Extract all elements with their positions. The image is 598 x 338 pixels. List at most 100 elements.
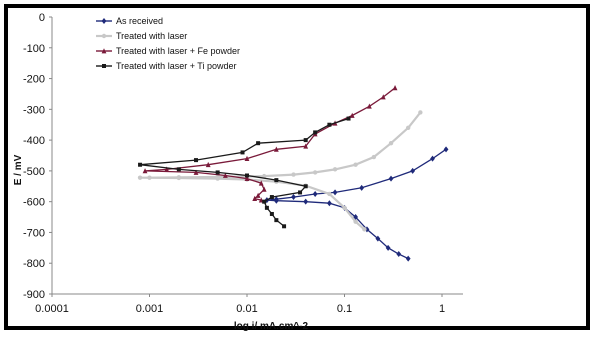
legend-swatch-marker xyxy=(101,48,107,54)
data-point xyxy=(359,184,365,191)
data-point xyxy=(291,194,296,201)
data-point xyxy=(353,219,358,224)
series-2 xyxy=(137,110,423,232)
data-point xyxy=(298,190,303,195)
series-4 xyxy=(138,116,351,229)
data-point xyxy=(222,172,228,178)
data-point xyxy=(269,195,274,200)
y-tick-label: -400 xyxy=(23,135,45,147)
data-point xyxy=(256,141,261,146)
series-line xyxy=(140,111,422,231)
series-line xyxy=(144,87,396,201)
data-point xyxy=(327,191,332,197)
chart-frame xyxy=(4,4,590,330)
y-tick-label: -300 xyxy=(23,104,45,116)
y-tick-label: -100 xyxy=(23,43,45,55)
data-point xyxy=(312,190,318,197)
y-axis-label: E / mV xyxy=(13,154,24,185)
data-point xyxy=(346,116,351,121)
legend-item: Treated with laser + Fe powder xyxy=(96,46,240,56)
data-point xyxy=(392,84,398,91)
data-point xyxy=(326,200,332,207)
x-tick-label: 0.0001 xyxy=(35,303,69,315)
y-tick-label: -800 xyxy=(23,258,45,270)
data-point xyxy=(443,146,449,153)
y-tick-label: -600 xyxy=(23,197,45,209)
data-point xyxy=(388,140,394,146)
data-point xyxy=(261,186,267,192)
data-point xyxy=(366,103,372,109)
data-point xyxy=(176,175,182,181)
data-point xyxy=(396,250,402,257)
x-tick-label: 1 xyxy=(439,303,445,315)
data-point xyxy=(258,180,264,186)
data-point xyxy=(282,224,287,229)
data-point xyxy=(362,227,367,232)
data-point xyxy=(215,170,220,175)
y-tick-label: -500 xyxy=(23,166,45,178)
data-point xyxy=(332,167,338,172)
data-point xyxy=(332,189,338,196)
legend-swatch-marker xyxy=(101,33,107,39)
series-1 xyxy=(264,146,449,262)
data-point xyxy=(303,198,309,205)
y-tick-label: 0 xyxy=(39,12,45,24)
legend-item: Treated with laser + Ti powder xyxy=(96,61,236,71)
data-point xyxy=(405,255,411,262)
data-point xyxy=(262,199,267,204)
legend-swatch-marker xyxy=(101,18,107,24)
y-tick-label: -900 xyxy=(23,289,45,301)
data-point xyxy=(274,178,279,183)
data-point xyxy=(193,169,199,175)
series-3 xyxy=(142,84,398,203)
data-point xyxy=(240,150,245,155)
axes-layer: 0 -100 -200 -300 -400 -500 -600 -700 -800 -900 0.0… xyxy=(23,12,463,315)
y-tick-label: -700 xyxy=(23,227,45,239)
x-tick-label: 0.01 xyxy=(236,303,257,315)
data-point xyxy=(205,161,211,168)
data-point xyxy=(303,143,309,149)
legend: As received Treated with laser Treated wit… xyxy=(96,16,240,71)
data-point xyxy=(273,146,279,152)
data-point xyxy=(418,110,423,115)
legend-label: Treated with laser xyxy=(116,31,187,41)
data-point xyxy=(313,130,318,135)
data-point xyxy=(342,205,347,211)
data-point xyxy=(303,184,308,189)
data-point xyxy=(137,175,143,180)
series-line xyxy=(266,148,447,260)
legend-item: As received xyxy=(96,16,163,26)
data-point xyxy=(194,158,199,163)
series-layer xyxy=(137,84,449,262)
data-point xyxy=(264,205,269,210)
data-point xyxy=(380,94,386,100)
data-point xyxy=(273,197,279,204)
data-point xyxy=(371,154,377,160)
data-point xyxy=(215,176,220,181)
data-point xyxy=(327,122,332,127)
data-point xyxy=(138,162,143,167)
x-axis-label: log i/ mA.cm^-2 xyxy=(234,321,309,332)
data-point xyxy=(164,166,170,172)
data-point xyxy=(261,173,267,179)
legend-swatch-marker xyxy=(102,64,106,68)
data-point xyxy=(176,167,181,172)
data-point xyxy=(375,235,381,242)
data-point xyxy=(349,112,355,118)
data-point xyxy=(388,175,394,182)
data-point xyxy=(410,167,416,174)
data-point xyxy=(291,172,296,177)
y-tick-label: -200 xyxy=(23,74,45,86)
data-point xyxy=(142,168,148,174)
legend-label: As received xyxy=(116,16,163,26)
data-point xyxy=(252,195,258,201)
legend-label: Treated with laser + Fe powder xyxy=(116,46,240,56)
data-point xyxy=(244,175,250,181)
data-point xyxy=(353,162,358,167)
data-point xyxy=(312,170,318,175)
legend-item: Treated with laser xyxy=(96,31,187,41)
data-point xyxy=(244,155,250,161)
data-point xyxy=(255,192,261,198)
data-point xyxy=(274,218,279,223)
